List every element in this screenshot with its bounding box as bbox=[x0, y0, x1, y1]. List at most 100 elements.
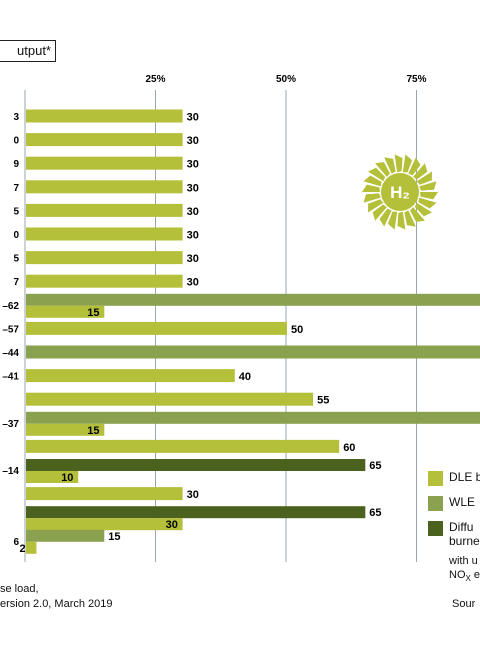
data-label: 15 bbox=[87, 307, 99, 319]
footnote-line1: se load, bbox=[0, 583, 39, 595]
turbine-blade bbox=[368, 199, 384, 213]
row-label: 0 bbox=[13, 136, 19, 147]
bar-row: 5 30 bbox=[13, 203, 199, 218]
bar-dle bbox=[26, 156, 183, 170]
footnote-line2: ersion 2.0, March 2019 bbox=[0, 598, 113, 610]
bar-dle bbox=[26, 109, 183, 123]
row-label: 7 bbox=[13, 277, 19, 288]
turbine-blade bbox=[413, 163, 428, 180]
tick-labels: 25% 50% 75% bbox=[145, 74, 426, 85]
bar-wle bbox=[26, 529, 105, 542]
row-label: 9 bbox=[13, 159, 19, 170]
legend-label-diffusion-1: Diffu bbox=[449, 520, 474, 534]
data-label: 15 bbox=[87, 425, 99, 437]
legend-note-nox-sub: X bbox=[465, 574, 471, 584]
turbine-blade bbox=[368, 167, 386, 182]
row-label: 7 bbox=[13, 183, 19, 194]
data-label: 30 bbox=[187, 112, 199, 124]
bar-dle bbox=[26, 203, 183, 217]
turbine-blade bbox=[394, 154, 403, 173]
turbine-blade bbox=[408, 157, 421, 176]
row-label: 0 bbox=[13, 230, 19, 241]
bar-row: –41 40 bbox=[2, 369, 251, 383]
bar-row: 3 30 bbox=[13, 109, 199, 124]
bar-dle bbox=[26, 369, 235, 383]
turbine-blade bbox=[420, 192, 438, 200]
row-label: –62 bbox=[2, 301, 19, 312]
bar-dle bbox=[26, 439, 340, 453]
chart-title-text: utput* bbox=[17, 43, 51, 58]
bar-diffusion bbox=[26, 506, 366, 519]
bar-dle bbox=[26, 251, 183, 265]
row-label: 3 bbox=[13, 112, 19, 123]
data-label: 10 bbox=[61, 472, 73, 484]
bar-dle bbox=[26, 541, 37, 554]
turbine-blade bbox=[363, 193, 381, 203]
bar-row: 65 30 bbox=[26, 506, 382, 531]
turbine-blade bbox=[418, 197, 437, 209]
data-label: 30 bbox=[187, 253, 199, 265]
tick-label: 50% bbox=[276, 74, 296, 85]
data-label: 2 bbox=[19, 543, 25, 555]
bar-dle bbox=[26, 133, 183, 147]
bar-dle bbox=[26, 392, 314, 406]
turbine-blade bbox=[372, 204, 387, 221]
bar-row: –44 bbox=[2, 345, 480, 359]
bar-dle bbox=[26, 518, 183, 531]
legend-note-tail: e bbox=[470, 569, 480, 581]
turbine-blade bbox=[404, 210, 416, 227]
bar-row: –37 15 bbox=[2, 411, 480, 437]
bar-dle bbox=[26, 471, 79, 483]
row-label: –44 bbox=[2, 348, 19, 359]
row-label: 5 bbox=[13, 254, 19, 265]
data-label: 30 bbox=[187, 206, 199, 218]
bar-row: 7 30 bbox=[13, 274, 199, 289]
legend-note-nox: NO bbox=[449, 569, 466, 581]
row-label: –57 bbox=[2, 324, 19, 335]
turbine-blade bbox=[402, 154, 413, 173]
data-label: 60 bbox=[343, 442, 355, 454]
bar-dle bbox=[26, 305, 105, 318]
tick-label: 75% bbox=[406, 74, 426, 85]
bar-row: –62 15 bbox=[2, 293, 480, 319]
legend-swatch-diffusion bbox=[428, 521, 443, 536]
turbine-blade bbox=[397, 211, 406, 230]
chart-title: utput* bbox=[0, 40, 56, 62]
turbine-hub bbox=[381, 173, 419, 211]
row-label: 6 bbox=[13, 537, 19, 548]
bar-row: 0 30 bbox=[13, 133, 199, 147]
legend-item-dle: DLE b bbox=[428, 468, 480, 490]
data-label: 30 bbox=[187, 182, 199, 194]
turbine-blade bbox=[414, 202, 432, 217]
bar-row: –14 65 10 bbox=[2, 459, 382, 484]
turbine-blade bbox=[416, 171, 432, 185]
row-label: 5 bbox=[13, 206, 19, 217]
data-label: 40 bbox=[239, 371, 251, 383]
bar-dle bbox=[26, 227, 183, 241]
bar-wle bbox=[26, 411, 480, 424]
bar-row: 30 bbox=[26, 487, 199, 501]
data-label: 15 bbox=[108, 531, 120, 543]
bar-row: 5 30 bbox=[13, 251, 199, 265]
data-label: 50 bbox=[291, 324, 303, 336]
bars: 3 30 0 30 9 30 7 30 5 30 0 30 5 30 7 30 –62 15 –57 50 –44 –41… bbox=[2, 109, 480, 555]
legend-note-line1: with u bbox=[449, 555, 478, 567]
footnote-source: Sour bbox=[452, 598, 476, 610]
bar-row: 60 bbox=[26, 439, 355, 454]
turbine-blade bbox=[419, 181, 437, 191]
data-label: 30 bbox=[187, 159, 199, 171]
legend-swatch-dle bbox=[428, 471, 443, 486]
legend-swatch-wle bbox=[428, 496, 443, 511]
legend-note: with u NOX e bbox=[428, 555, 480, 585]
hydrogen-turbine-icon: H₂ bbox=[362, 154, 438, 230]
bar-dle bbox=[26, 180, 183, 194]
bar-row: 9 30 bbox=[13, 156, 199, 171]
data-label: 30 bbox=[187, 135, 199, 147]
data-label: 30 bbox=[187, 230, 199, 242]
legend-item-wle: WLE bbox=[428, 493, 480, 515]
bar-wle bbox=[26, 345, 480, 359]
data-label: 30 bbox=[166, 519, 178, 531]
turbine-blade bbox=[362, 184, 380, 192]
bar-row: 0 30 bbox=[13, 227, 199, 242]
